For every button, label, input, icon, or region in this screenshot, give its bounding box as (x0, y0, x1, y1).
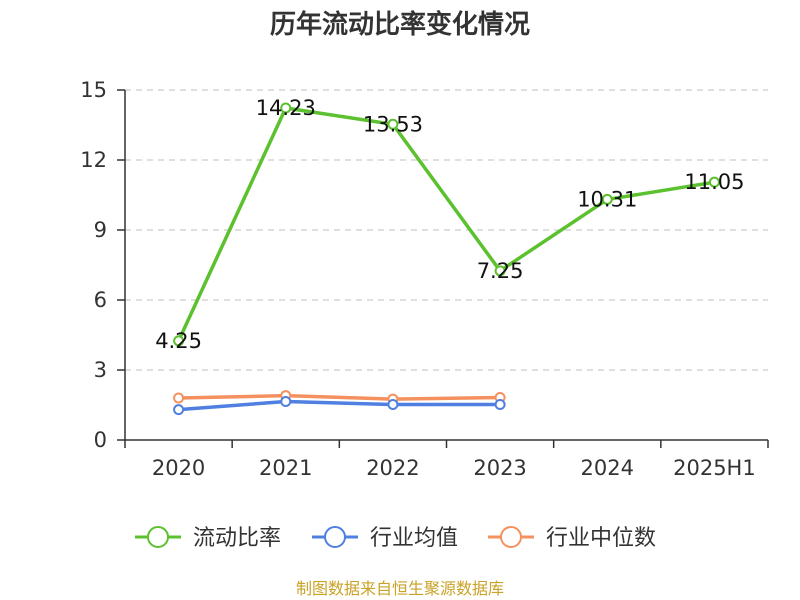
y-tick-label: 0 (94, 428, 107, 452)
data-point (494, 265, 506, 277)
y-tick-label: 3 (94, 358, 107, 382)
data-label: 14.23 (256, 96, 316, 120)
data-point (173, 335, 185, 347)
x-tick-label: 2023 (473, 456, 526, 480)
chart-title: 历年流动比率变化情况 (270, 9, 530, 40)
x-tick-label: 2020 (152, 456, 205, 480)
axes: 0 3 6 9 12 15 2020 2021 2022 2023 2024 2025H1 (80, 78, 769, 480)
data-label: 4.25 (155, 329, 202, 353)
grid-lines (125, 89, 768, 371)
y-tick-label: 12 (80, 148, 107, 172)
series-group (173, 102, 720, 416)
series-line (178, 393, 501, 401)
data-point (173, 404, 185, 416)
x-tick-label: 2021 (259, 456, 312, 480)
data-point (173, 392, 185, 404)
series-line (176, 106, 715, 342)
legend-label: 行业中位数 (546, 526, 656, 551)
data-point (708, 176, 720, 188)
x-tick-label: 2022 (366, 456, 419, 480)
legend-marker (324, 526, 346, 548)
data-label: 10.31 (577, 187, 637, 211)
data-label: 11.05 (684, 170, 744, 194)
data-label: 7.25 (477, 259, 524, 283)
data-point (280, 102, 292, 114)
data-label: 13.53 (363, 112, 423, 136)
series-line (178, 399, 501, 412)
legend-label: 流动比率 (193, 526, 281, 551)
data-point (387, 399, 399, 411)
legend-label: 行业均值 (370, 526, 458, 551)
data-point (494, 399, 506, 411)
data-point (387, 118, 399, 130)
source-note: 制图数据来自恒生聚源数据库 (296, 579, 504, 598)
data-labels: 4.25 14.23 13.53 7.25 10.31 11.05 (155, 96, 744, 353)
legend-marker (500, 526, 522, 548)
legend-marker (147, 526, 169, 548)
x-tick-label: 2024 (581, 456, 634, 480)
y-tick-label: 9 (94, 218, 107, 242)
legend: 流动比率 行业均值 行业中位数 (135, 526, 656, 551)
y-tick-label: 15 (80, 78, 107, 102)
y-tick-label: 6 (94, 288, 107, 312)
data-point (280, 396, 292, 407)
data-point (601, 193, 613, 205)
x-tick-label: 2025H1 (673, 456, 756, 480)
